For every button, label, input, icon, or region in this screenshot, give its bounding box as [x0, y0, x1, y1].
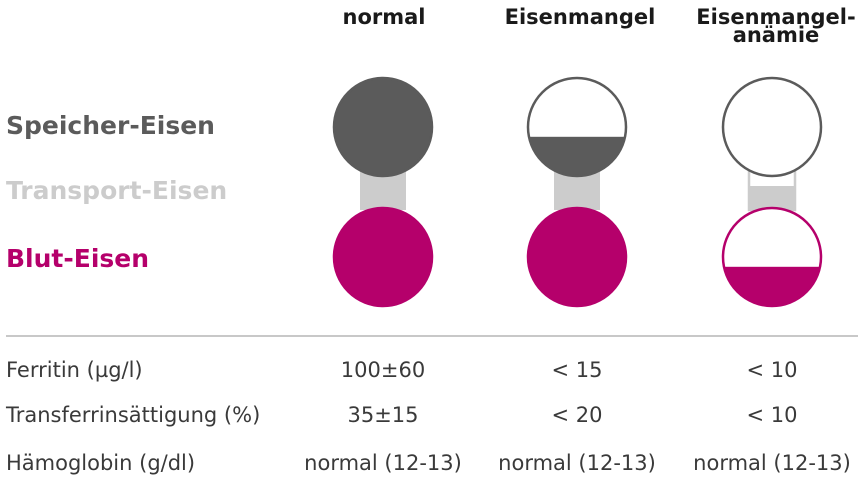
column-iron-deficiency-graphic — [526, 76, 628, 308]
blood-outline-iron-deficiency — [526, 206, 628, 308]
row-label-storage-iron: Speicher-Eisen — [6, 111, 215, 141]
transport-bar-anemia — [749, 186, 795, 210]
table-cell-hemoglobin-iron-deficiency: normal (12-13) — [482, 449, 672, 477]
table-cell-ferritin-normal: 100±60 — [288, 356, 478, 384]
table-cell-hemoglobin-anemia: normal (12-13) — [677, 449, 864, 477]
table-cell-hemoglobin-normal-text: normal (12-13) — [304, 451, 462, 475]
table-cell-transferrin-normal-text: 35±15 — [347, 403, 419, 427]
table-label-transferrin-saturation: Transferrinsättigung (%) — [6, 401, 260, 429]
table-cell-hemoglobin-normal: normal (12-13) — [288, 449, 478, 477]
column-header-anemia: Eisenmangel- anämie — [688, 5, 864, 47]
column-header-iron-deficiency: Eisenmangel — [495, 5, 665, 29]
iron-compartment-graphic — [332, 76, 823, 308]
blood-outline-anemia — [721, 206, 823, 308]
column-header-anemia-line1: Eisenmangel- — [696, 5, 856, 29]
column-normal-graphic — [332, 76, 434, 308]
table-cell-ferritin-anemia: < 10 — [677, 356, 864, 384]
row-label-blood-iron: Blut-Eisen — [6, 244, 149, 274]
table-cell-ferritin-iron-deficiency-text: < 15 — [551, 358, 603, 382]
table-label-ferritin-text: Ferritin (µg/l) — [6, 358, 143, 382]
table-cell-transferrin-anemia-text: < 10 — [746, 403, 798, 427]
table-cell-transferrin-iron-deficiency-text: < 20 — [551, 403, 603, 427]
blood-outline-normal — [332, 206, 434, 308]
table-cell-transferrin-normal: 35±15 — [288, 401, 478, 429]
divider-line — [6, 335, 858, 337]
blood-fill-anemia — [723, 266, 821, 306]
table-label-hemoglobin-text: Hämoglobin (g/dl) — [6, 451, 196, 475]
column-header-normal: normal — [299, 5, 469, 29]
table-cell-ferritin-normal-text: 100±60 — [340, 358, 426, 382]
storage-outline-normal — [332, 76, 434, 178]
storage-background-anemia — [723, 78, 821, 176]
storage-outline-iron-deficiency — [526, 76, 628, 178]
column-header-iron-deficiency-text: Eisenmangel — [504, 5, 656, 29]
blood-fill-normal — [334, 208, 432, 306]
row-label-transport-iron: Transport-Eisen — [6, 176, 227, 206]
table-cell-hemoglobin-anemia-text: normal (12-13) — [693, 451, 851, 475]
table-cell-ferritin-iron-deficiency: < 15 — [482, 356, 672, 384]
blood-fill-iron-deficiency — [528, 208, 626, 306]
row-label-storage-iron-text: Speicher-Eisen — [6, 111, 215, 140]
table-label-hemoglobin: Hämoglobin (g/dl) — [6, 449, 195, 477]
table-cell-transferrin-iron-deficiency: < 20 — [482, 401, 672, 429]
table-label-transferrin-saturation-text: Transferrinsättigung (%) — [6, 403, 261, 427]
row-label-transport-iron-text: Transport-Eisen — [6, 176, 228, 205]
table-cell-ferritin-anemia-text: < 10 — [746, 358, 798, 382]
row-label-blood-iron-text: Blut-Eisen — [6, 244, 150, 273]
table-label-ferritin: Ferritin (µg/l) — [6, 356, 143, 384]
column-header-normal-text: normal — [342, 5, 426, 29]
storage-fill-iron-deficiency — [528, 136, 626, 176]
table-cell-hemoglobin-iron-deficiency-text: normal (12-13) — [498, 451, 656, 475]
table-cell-transferrin-anemia: < 10 — [677, 401, 864, 429]
column-anemia-graphic — [721, 76, 823, 308]
storage-fill-normal — [334, 78, 432, 176]
storage-outline-anemia — [721, 76, 823, 178]
column-header-anemia-line2: anämie — [732, 23, 820, 47]
